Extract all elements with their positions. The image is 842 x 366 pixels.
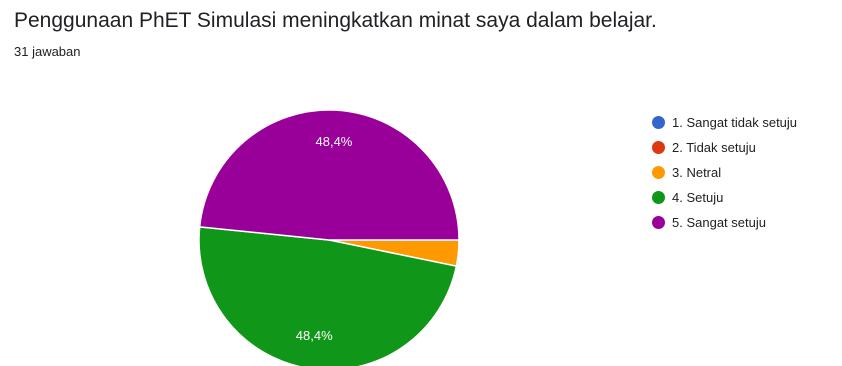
legend-label-4: 4. Setuju — [672, 190, 724, 205]
legend-label-3: 3. Netral — [672, 165, 722, 180]
legend-item-1: 1. Sangat tidak setuju — [652, 110, 797, 135]
response-count: 31 jawaban — [14, 44, 81, 59]
legend-swatch-3 — [652, 166, 665, 179]
legend-swatch-1 — [652, 116, 665, 129]
pie-slice-4 — [198, 226, 458, 366]
legend-swatch-2 — [652, 141, 665, 154]
legend-swatch-5 — [652, 216, 665, 229]
legend-label-1: 1. Sangat tidak setuju — [672, 115, 798, 130]
chart-title: Penggunaan PhET Simulasi meningkatkan mi… — [14, 9, 657, 32]
legend-label-2: 2. Tidak setuju — [672, 140, 756, 155]
pie-slice-5 — [198, 109, 460, 241]
legend-item-2: 2. Tidak setuju — [652, 135, 797, 160]
pie-data-label-4: 48,4% — [296, 328, 333, 343]
legend-item-4: 4. Setuju — [652, 185, 797, 210]
chart-legend: 1. Sangat tidak setuju 2. Tidak setuju 3. … — [652, 110, 797, 235]
legend-item-5: 5. Sangat setuju — [652, 210, 797, 235]
legend-swatch-4 — [652, 191, 665, 204]
pie-data-label-5: 48,4% — [316, 134, 353, 149]
legend-label-5: 5. Sangat setuju — [672, 215, 766, 230]
legend-item-3: 3. Netral — [652, 160, 797, 185]
